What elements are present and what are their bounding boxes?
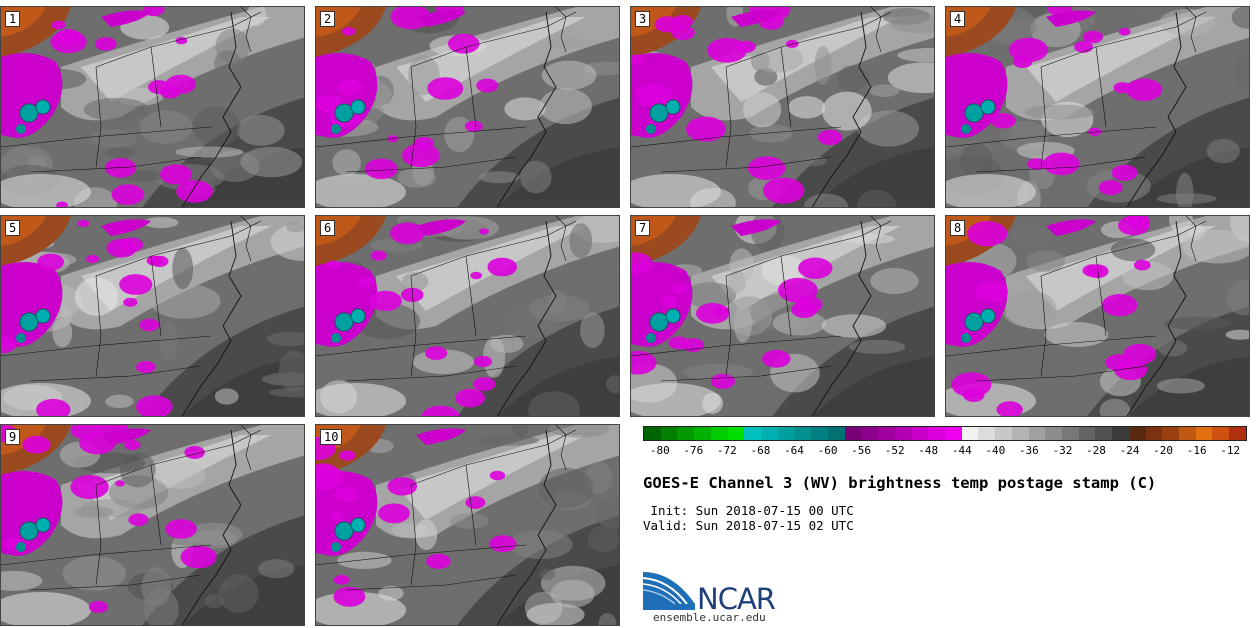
colorbar-swatch: [694, 427, 711, 440]
colorbar-tick-label: -56: [851, 444, 872, 457]
ncar-logo-icon: [643, 572, 695, 610]
chart-title: GOES-E Channel 3 (WV) brightness temp po…: [643, 474, 1157, 492]
colorbar: [643, 426, 1247, 441]
colorbar-tick-label: -72: [716, 444, 737, 457]
colorbar-swatch: [1212, 427, 1230, 440]
colorbar-tick-label: -36: [1018, 444, 1039, 457]
colorbar-swatch: [761, 427, 778, 440]
colorbar-tick-label: -12: [1220, 444, 1241, 457]
valid-time: Valid: Sun 2018-07-15 02 UTC: [643, 518, 854, 533]
colorbar-swatch: [844, 427, 862, 440]
logo-url: ensemble.ucar.edu: [653, 611, 766, 624]
colorbar-tick-label: -44: [951, 444, 972, 457]
colorbar-swatch: [861, 427, 879, 440]
colorbar-ticks: -80 -76 -72 -68 -64 -60 -56 -52 -48 -44 -40 -36 -32-…: [643, 444, 1247, 458]
panel-number: 7: [635, 220, 651, 236]
colorbar-tick-label: -52: [884, 444, 905, 457]
colorbar-swatch: [1078, 427, 1096, 440]
colorbar-swatch: [1195, 427, 1213, 440]
colorbar-swatch: [1229, 427, 1246, 440]
panel-number: 5: [5, 220, 21, 236]
postage-stamp-panel: 2: [315, 6, 620, 208]
panel-number: 1: [5, 11, 21, 27]
colorbar-swatch: [677, 427, 695, 440]
colorbar-tick-label: -60: [817, 444, 838, 457]
colorbar-swatch: [1045, 427, 1062, 440]
postage-stamp-panel: 4: [945, 6, 1250, 208]
colorbar-tick-label: -20: [1153, 444, 1174, 457]
colorbar-swatch: [1162, 427, 1179, 440]
colorbar-swatch: [928, 427, 945, 440]
colorbar-tick-label: -48: [918, 444, 939, 457]
colorbar-swatch: [911, 427, 929, 440]
postage-stamp-panel: 10: [315, 424, 620, 626]
colorbar-swatch: [644, 427, 661, 440]
colorbar-tick-label: -80: [649, 444, 670, 457]
postage-stamp-panel: 6: [315, 215, 620, 417]
colorbar-swatch: [1011, 427, 1029, 440]
panel-number: 3: [635, 11, 651, 27]
colorbar-swatch: [978, 427, 996, 440]
postage-stamp-panel: 8: [945, 215, 1250, 417]
colorbar-swatch: [777, 427, 795, 440]
colorbar-swatch: [794, 427, 812, 440]
colorbar-tick-label: -68: [750, 444, 771, 457]
colorbar-swatch: [727, 427, 745, 440]
postage-stamp-panel: 9: [0, 424, 305, 626]
postage-stamp-panel: 1: [0, 6, 305, 208]
colorbar-swatch: [811, 427, 828, 440]
colorbar-swatch: [1028, 427, 1046, 440]
colorbar-tick-label: -24: [1119, 444, 1140, 457]
colorbar-tick-label: -64: [784, 444, 804, 457]
postage-stamp-panel: 5: [0, 215, 305, 417]
panel-number: 8: [950, 220, 966, 236]
colorbar-swatch: [894, 427, 912, 440]
colorbar-swatch: [1128, 427, 1146, 440]
colorbar-tick-label: -16: [1186, 444, 1207, 457]
colorbar-swatch: [744, 427, 762, 440]
colorbar-swatch: [1145, 427, 1163, 440]
colorbar-swatch: [995, 427, 1012, 440]
panel-number: 10: [320, 429, 343, 445]
logo-name: NCAR: [697, 582, 776, 616]
colorbar-swatch: [660, 427, 678, 440]
postage-stamp-panel: 3: [630, 6, 935, 208]
colorbar-swatch: [961, 427, 979, 440]
colorbar-tick-label: -32: [1052, 444, 1073, 457]
colorbar-swatch: [1112, 427, 1129, 440]
panel-number: 6: [320, 220, 336, 236]
colorbar-tick-label: -28: [1086, 444, 1106, 457]
colorbar-swatch: [878, 427, 895, 440]
colorbar-swatch: [1061, 427, 1079, 440]
colorbar-swatch: [710, 427, 728, 440]
colorbar-tick-label: -76: [683, 444, 704, 457]
postage-stamp-panel: 7: [630, 215, 935, 417]
colorbar-swatch: [827, 427, 845, 440]
panel-number: 9: [5, 429, 21, 445]
colorbar-swatch: [944, 427, 962, 440]
colorbar-swatch: [1095, 427, 1113, 440]
panel-number: 4: [950, 11, 966, 27]
colorbar-swatch: [1179, 427, 1196, 440]
init-time: Init: Sun 2018-07-15 00 UTC: [643, 503, 854, 518]
panel-number: 2: [320, 11, 336, 27]
colorbar-tick-label: -40: [985, 444, 1006, 457]
